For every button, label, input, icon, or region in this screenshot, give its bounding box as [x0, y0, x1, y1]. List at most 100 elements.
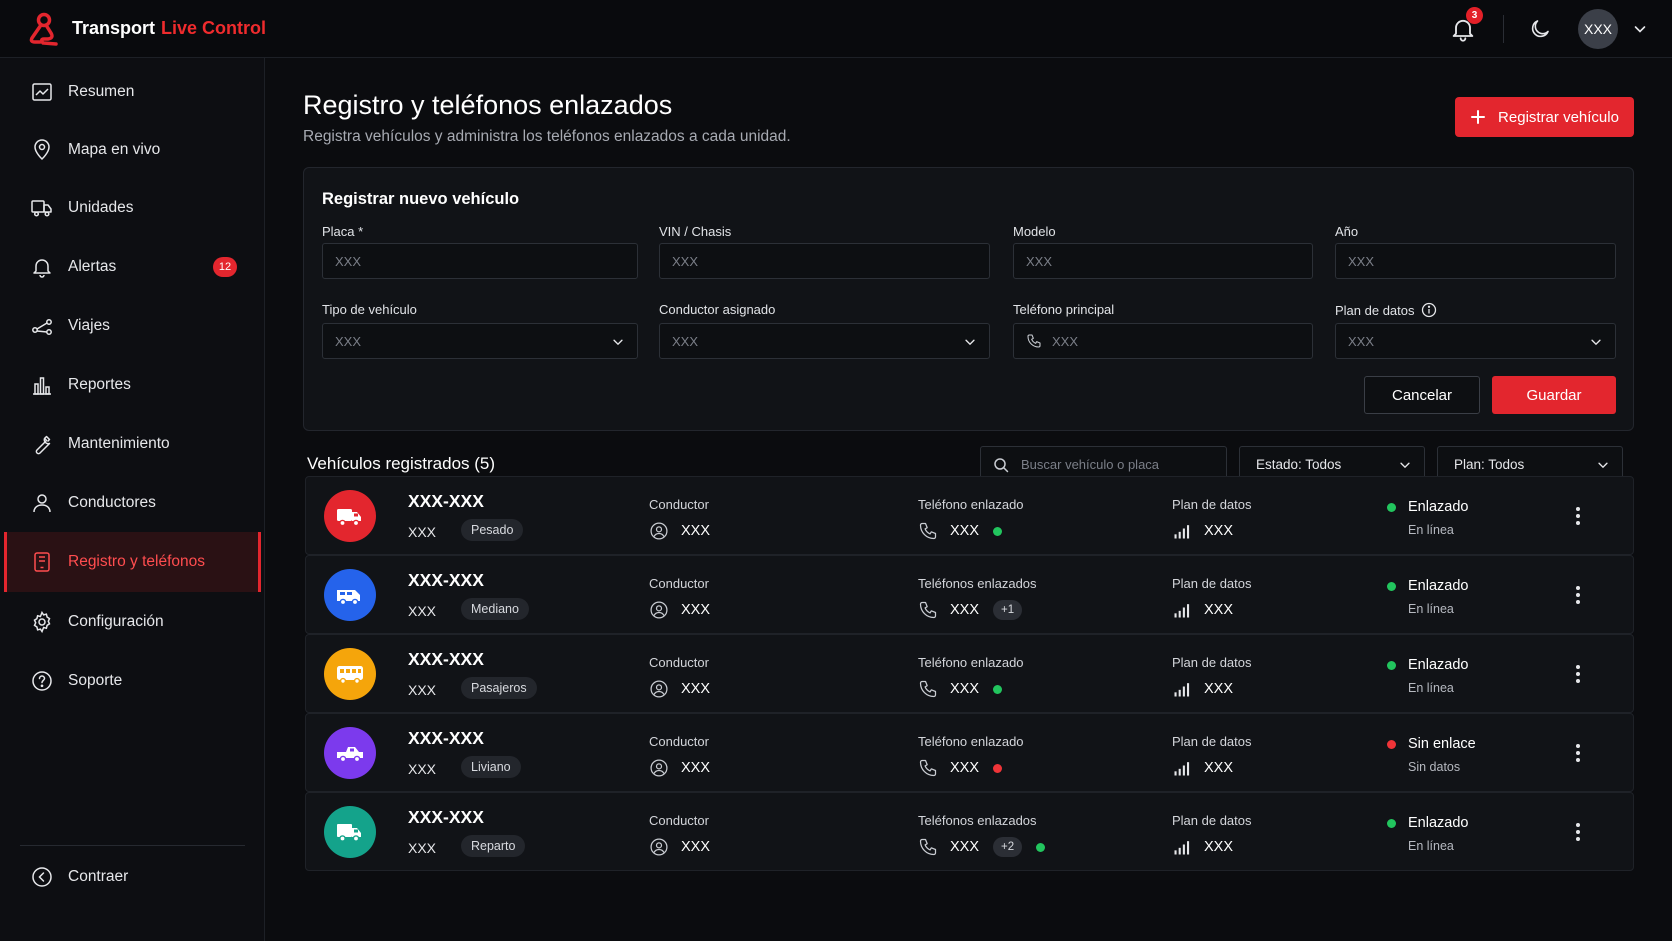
conductor-select[interactable]: XXX — [659, 323, 990, 359]
more-options-icon[interactable] — [1568, 742, 1588, 764]
sidebar-item-label: Configuración — [68, 613, 164, 630]
telefono-input[interactable]: XXX — [1013, 323, 1313, 359]
info-icon[interactable] — [1421, 302, 1437, 318]
wrench-icon — [35, 435, 51, 455]
link-status-detail: En línea — [1408, 523, 1454, 537]
table-row[interactable]: XXX-XXX XXX Pesado Conductor XXX Teléfono enl… — [305, 476, 1634, 555]
more-options-icon[interactable] — [1568, 505, 1588, 527]
plan-select[interactable]: XXX — [1335, 323, 1616, 359]
modelo-input[interactable]: XXX — [1013, 243, 1313, 279]
phone-column-label: Teléfonos enlazados — [918, 813, 1037, 828]
more-options-icon[interactable] — [1568, 663, 1588, 685]
driver-column-label: Conductor — [649, 497, 709, 512]
sidebar-item-label: Registro y teléfonos — [68, 553, 205, 570]
user-icon — [33, 494, 51, 513]
extra-phones-badge: +2 — [993, 837, 1023, 857]
plan-column-label: Plan de datos — [1172, 497, 1252, 512]
sidebar-item-registro[interactable]: Registro y teléfonos — [4, 532, 261, 592]
user-circle-icon — [650, 601, 668, 619]
phone-number: XXX — [950, 602, 980, 618]
bell-icon — [33, 259, 51, 278]
anio-placeholder: XXX — [1348, 253, 1375, 269]
notifications-button[interactable]: 3 — [1449, 7, 1483, 43]
phone-value: XXX — [918, 758, 1003, 778]
vin-input[interactable]: XXX — [659, 243, 990, 279]
placa-input[interactable]: XXX — [322, 243, 638, 279]
vehicle-plate: XXX-XXX — [408, 728, 484, 748]
phone-icon — [919, 601, 937, 619]
header-divider — [1503, 15, 1504, 43]
plan-value: XXX — [1172, 521, 1233, 541]
plan-value: XXX — [1172, 837, 1233, 857]
phone-value: XXX +1 — [918, 600, 1023, 620]
driver-column-label: Conductor — [649, 576, 709, 591]
link-status-label: Enlazado — [1408, 657, 1469, 673]
table-row[interactable]: XXX-XXX XXX Liviano Conductor XXX Teléfono en… — [305, 713, 1634, 792]
chevron-down-icon — [613, 339, 623, 346]
sidebar-item-configuracion[interactable]: Configuración — [4, 592, 261, 652]
save-button[interactable]: Guardar — [1492, 376, 1616, 414]
sidebar-item-alertas[interactable]: Alertas 12 — [4, 237, 261, 297]
signal-bars-icon — [1174, 841, 1190, 855]
phone-value: XXX — [918, 679, 1003, 699]
plan-filter-value: Plan: Todos — [1454, 457, 1525, 472]
vehicle-type-tag: Reparto — [461, 835, 526, 857]
brand[interactable]: Transport Live Control — [26, 11, 266, 47]
sidebar-item-label: Conductores — [68, 494, 156, 511]
link-status-detail: En línea — [1408, 681, 1454, 695]
telefono-placeholder: XXX — [1052, 333, 1079, 349]
sidebar-collapse-label: Contraer — [68, 868, 129, 885]
signal-bars-icon — [1174, 683, 1190, 697]
truck-icon — [337, 509, 361, 527]
phone-status-dot — [1036, 842, 1046, 852]
link-status-label: Sin enlace — [1408, 736, 1476, 752]
sidebar-item-mapa[interactable]: Mapa en vivo — [4, 120, 261, 180]
link-status-label: Enlazado — [1408, 499, 1469, 515]
more-options-icon[interactable] — [1568, 821, 1588, 843]
vehicle-type-tag: Liviano — [461, 756, 521, 778]
link-status-detail: En línea — [1408, 602, 1454, 616]
chevron-down-icon[interactable] — [1632, 21, 1648, 37]
more-options-icon[interactable] — [1568, 584, 1588, 606]
sidebar-item-viajes[interactable]: Viajes — [4, 296, 261, 356]
phone-status-dot — [993, 763, 1003, 773]
driver-column-label: Conductor — [649, 655, 709, 670]
table-row[interactable]: XXX-XXX XXX Mediano Conductor XXX Teléfonos e… — [305, 555, 1634, 634]
sidebar-item-reportes[interactable]: Reportes — [4, 355, 261, 415]
tipo-select[interactable]: XXX — [322, 323, 638, 359]
plan-value: XXX — [1172, 600, 1233, 620]
modelo-placeholder: XXX — [1026, 253, 1053, 269]
vehicle-plate: XXX-XXX — [408, 570, 484, 590]
user-avatar[interactable]: XXX — [1578, 9, 1618, 49]
sidebar-item-soporte[interactable]: Soporte — [4, 651, 261, 711]
bar-chart-icon — [33, 377, 51, 395]
phone-column-label: Teléfonos enlazados — [918, 576, 1037, 591]
phone-column-label: Teléfono enlazado — [918, 655, 1024, 670]
phone-column-label: Teléfono enlazado — [918, 734, 1024, 749]
table-row[interactable]: XXX-XXX XXX Pasajeros Conductor XXX Teléfono … — [305, 634, 1634, 713]
status-filter-value: Estado: Todos — [1256, 457, 1342, 472]
pickup-icon — [337, 747, 363, 763]
modelo-label: Modelo — [1013, 224, 1056, 239]
sidebar-item-mantenimiento[interactable]: Mantenimiento — [4, 414, 261, 474]
anio-input[interactable]: XXX — [1335, 243, 1616, 279]
moon-icon[interactable] — [1528, 17, 1552, 41]
sidebar-item-resumen[interactable]: Resumen — [4, 62, 261, 122]
cancel-button[interactable]: Cancelar — [1364, 376, 1480, 414]
driver-column-label: Conductor — [649, 734, 709, 749]
phone-number: XXX — [950, 760, 980, 776]
sidebar-collapse-button[interactable]: Contraer — [4, 847, 261, 907]
link-status: Sin enlace — [1387, 736, 1476, 752]
sidebar-divider — [20, 845, 245, 846]
plan-label-text: Plan de datos — [1335, 302, 1415, 318]
vehicles-list-title: Vehículos registrados (5) — [307, 454, 496, 473]
sidebar-item-unidades[interactable]: Unidades — [4, 178, 261, 238]
page-subtitle: Registra vehículos y administra los telé… — [303, 128, 791, 145]
phone-value: XXX — [918, 521, 1003, 541]
driver-name: XXX — [681, 602, 711, 618]
register-vehicle-button[interactable]: Registrar vehículo — [1455, 97, 1634, 137]
sidebar-item-conductores[interactable]: Conductores — [4, 473, 261, 533]
sidebar-item-label: Resumen — [68, 83, 135, 100]
table-row[interactable]: XXX-XXX XXX Reparto Conductor XXX Teléfonos e… — [305, 792, 1634, 871]
tipo-value: XXX — [335, 333, 362, 349]
